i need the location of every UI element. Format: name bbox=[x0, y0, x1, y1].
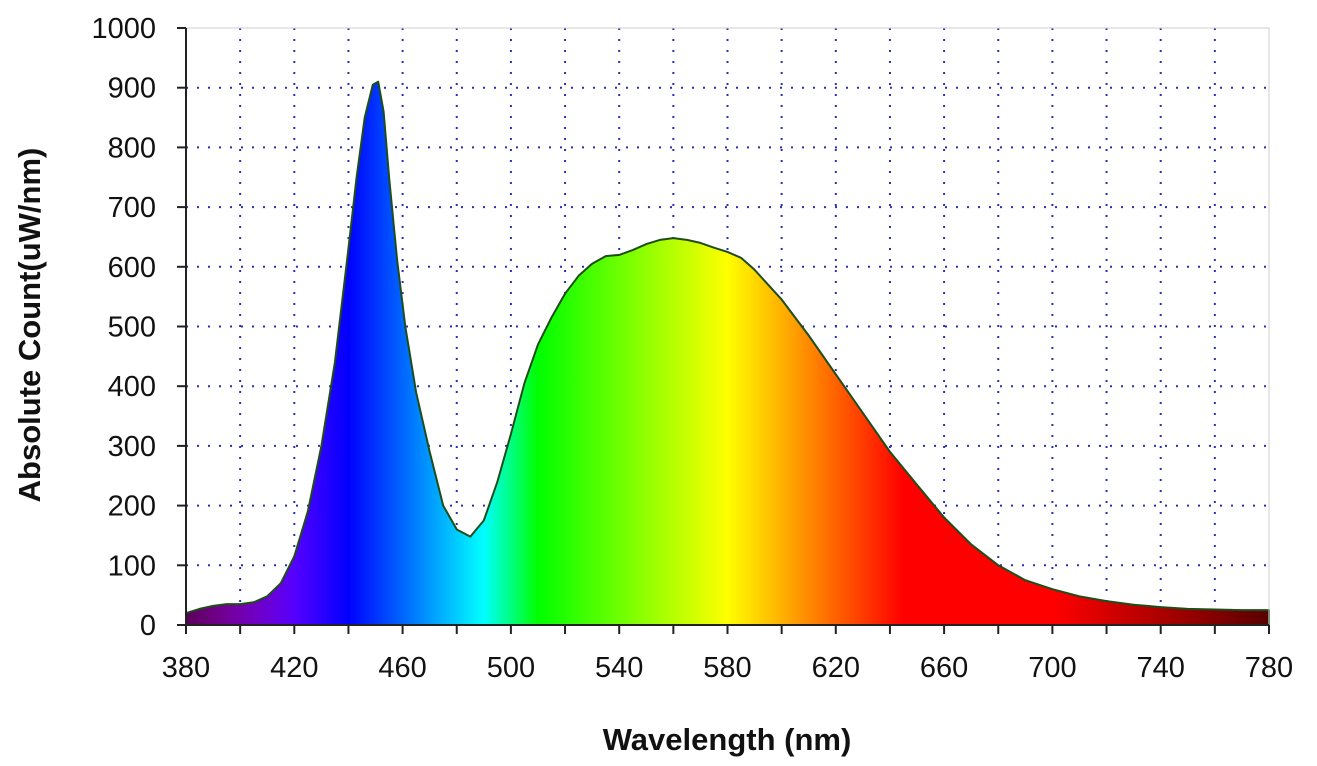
x-tick-label: 620 bbox=[812, 652, 860, 684]
x-tick-label: 700 bbox=[1028, 652, 1076, 684]
x-tick-label: 500 bbox=[487, 652, 535, 684]
y-tick-label: 700 bbox=[108, 192, 156, 224]
tick-labels: 380 420 460 500 540 580 620 660 700 740 780 0 100 200… bbox=[91, 13, 1293, 684]
y-tick-label: 500 bbox=[108, 312, 156, 344]
y-tick-label: 0 bbox=[140, 610, 156, 642]
y-tick-label: 800 bbox=[108, 132, 156, 164]
x-tick-label: 380 bbox=[162, 652, 210, 684]
x-axis-title: Wavelength (nm) bbox=[603, 722, 852, 757]
y-tick-label: 400 bbox=[108, 371, 156, 403]
y-tick-label: 100 bbox=[108, 550, 156, 582]
y-axis-title: Absolute Count(uW/nm) bbox=[12, 148, 47, 503]
series-area bbox=[185, 80, 1270, 626]
y-tick-label: 1000 bbox=[91, 13, 156, 45]
x-tick-label: 460 bbox=[378, 652, 426, 684]
x-tick-label: 780 bbox=[1245, 652, 1293, 684]
y-tick-label: 300 bbox=[108, 431, 156, 463]
spectrum-area bbox=[185, 80, 1270, 626]
y-tick-label: 200 bbox=[108, 491, 156, 523]
x-tick-label: 420 bbox=[270, 652, 318, 684]
x-tick-label: 580 bbox=[703, 652, 751, 684]
x-tick-label: 740 bbox=[1137, 652, 1185, 684]
x-tick-label: 540 bbox=[595, 652, 643, 684]
axes bbox=[177, 27, 1270, 634]
x-tick-label: 660 bbox=[920, 652, 968, 684]
y-tick-label: 900 bbox=[108, 73, 156, 105]
y-tick-label: 600 bbox=[108, 252, 156, 284]
